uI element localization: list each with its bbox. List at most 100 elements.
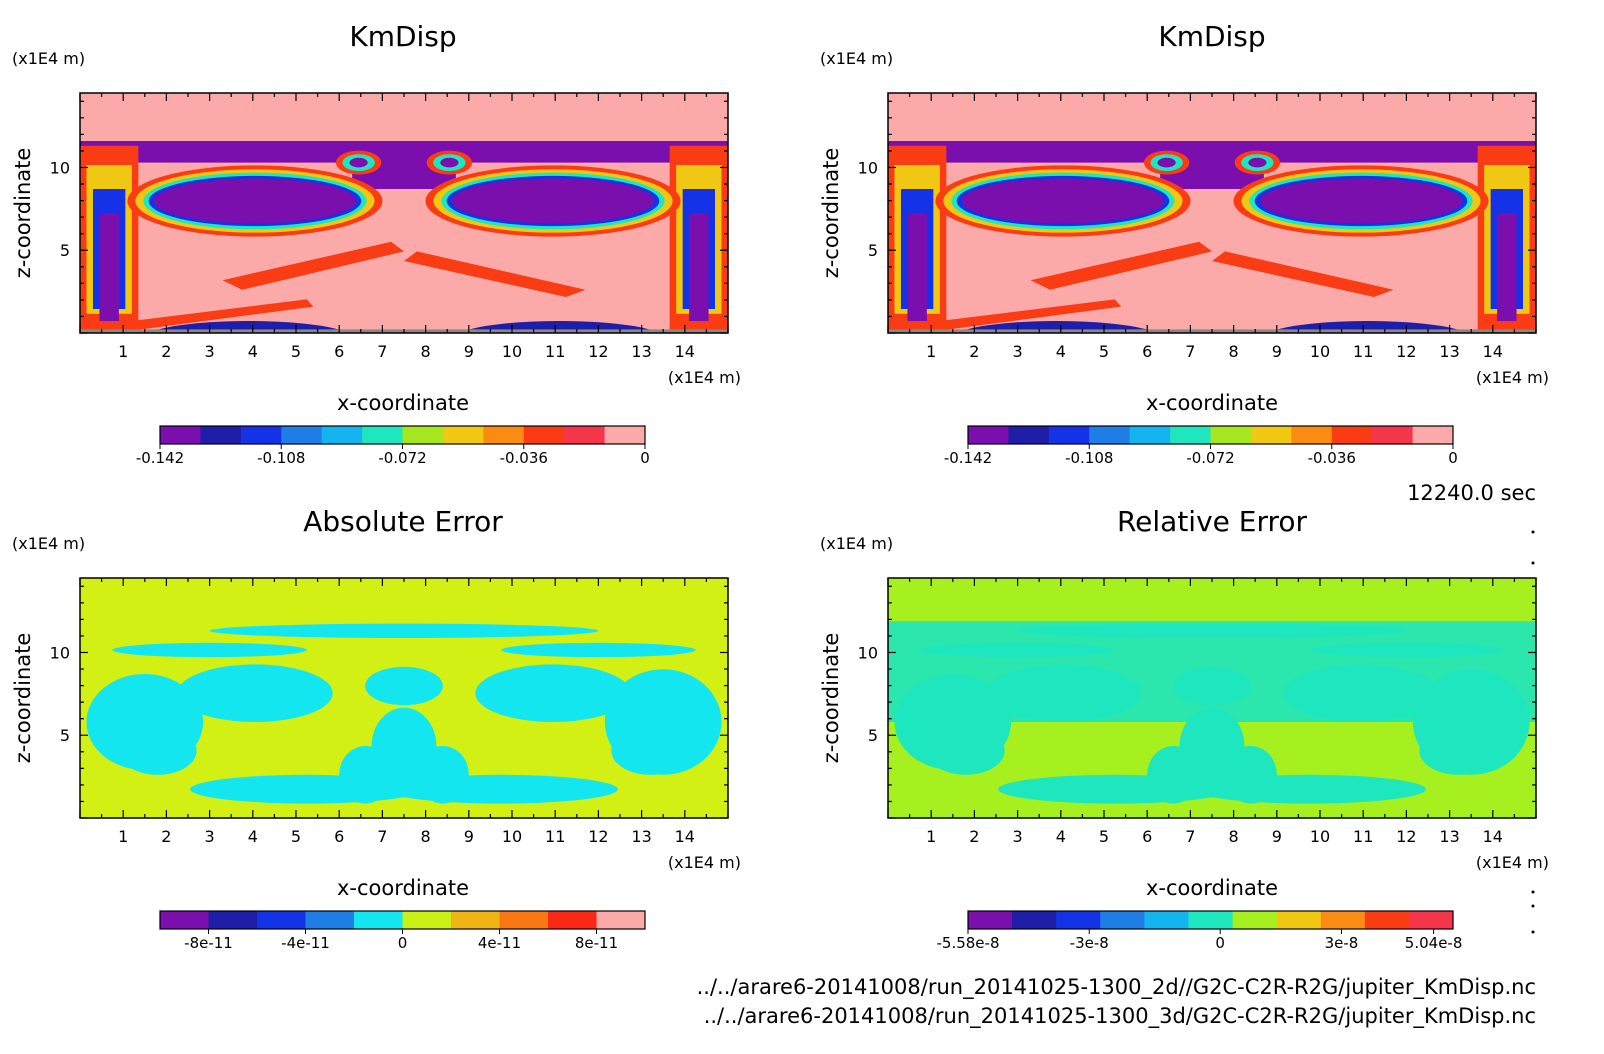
field-wall [689, 213, 709, 321]
x-tick-label: 14 [1483, 827, 1503, 846]
x-tick-label: 3 [205, 342, 215, 361]
panel-3: Absolute Error(x1E4 m)1 2 3 4 5 6 7 8 9 10 11 12 13 1… [11, 505, 741, 952]
colorbar-segment [548, 911, 597, 929]
y-tick-label: 5 [60, 726, 70, 745]
x-tick-label: 4 [248, 342, 258, 361]
colorbar-segment [1331, 426, 1373, 444]
y-unit-label: (x1E4 m) [820, 49, 893, 68]
x-tick-label: 10 [1310, 827, 1330, 846]
y-tick-label: 5 [868, 241, 878, 260]
x-unit-label: (x1E4 m) [668, 853, 741, 872]
x-unit-label: (x1E4 m) [1476, 853, 1549, 872]
x-tick-label: 11 [545, 342, 565, 361]
x-tick-label: 11 [1353, 827, 1373, 846]
x-tick-label: 3 [1013, 827, 1023, 846]
x-tick-label: 9 [1272, 342, 1282, 361]
y-unit-label: (x1E4 m) [820, 534, 893, 553]
x-tick-label: 11 [1353, 342, 1373, 361]
colorbar-tick-label: 4e-11 [478, 934, 521, 952]
colorbar-segment [160, 911, 209, 929]
x-tick-label: 13 [631, 342, 651, 361]
colorbar-segment [1012, 911, 1057, 929]
field-streak [222, 241, 404, 290]
x-tick-label: 11 [545, 827, 565, 846]
x-tick-label: 2 [161, 342, 171, 361]
colorbar-segment [1008, 426, 1050, 444]
colorbar-segment [402, 426, 444, 444]
colorbar-frame [967, 910, 1454, 930]
field-streak [112, 299, 314, 331]
colorbar-tick-label: -0.142 [944, 449, 992, 467]
colorbar-segment [200, 426, 242, 444]
colorbar-tick-label: -3e-8 [1070, 934, 1109, 952]
file-path-2: ../../arare6-20141008/run_20141025-1300_… [704, 1004, 1536, 1029]
x-tick-label: 1 [926, 827, 936, 846]
colorbar-tick-label: -4e-11 [281, 934, 330, 952]
margin-dot [1531, 930, 1535, 934]
x-tick-label: 8 [1229, 342, 1239, 361]
field-region [177, 664, 333, 722]
time-label: 12240.0 sec [1407, 481, 1536, 505]
field-streak [1212, 251, 1394, 297]
colorbar-segment [1188, 911, 1234, 929]
x-tick-label: 6 [1142, 827, 1152, 846]
x-tick-label: 7 [377, 342, 387, 361]
field-ring [349, 157, 368, 168]
colorbar-segment [1129, 426, 1171, 444]
x-tick-label: 9 [464, 342, 474, 361]
colorbar-segment [1364, 911, 1410, 929]
colorbar-tick-label: 0 [398, 934, 408, 952]
colorbar-tick-label: 0 [1215, 934, 1225, 952]
colorbar-segment [1170, 426, 1211, 444]
colorbar-segment [281, 426, 323, 444]
colorbar-segment [564, 426, 606, 444]
colorbar-segment [1144, 911, 1189, 929]
x-tick-label: 1 [118, 342, 128, 361]
y-tick-label: 10 [50, 158, 70, 177]
colorbar-segment [321, 426, 363, 444]
colorbar-segment [208, 911, 258, 929]
colorbar-segment [1276, 911, 1322, 929]
field-region [118, 726, 197, 775]
colorbar-segment [442, 426, 484, 444]
x-tick-label: 2 [969, 827, 979, 846]
y-tick-label: 5 [60, 241, 70, 260]
colorbar-tick-label: -8e-11 [184, 934, 233, 952]
panel-title: KmDisp [1158, 20, 1265, 53]
colorbar-segment [1232, 911, 1278, 929]
x-tick-label: 1 [926, 342, 936, 361]
x-tick-label: 10 [502, 827, 522, 846]
x-tick-label: 5 [1099, 827, 1109, 846]
x-tick-label: 12 [588, 827, 608, 846]
colorbar-segment [1372, 426, 1414, 444]
x-tick-label: 3 [1013, 342, 1023, 361]
colorbar-segment [968, 426, 1009, 444]
colorbar-segment [499, 911, 549, 929]
panel-1: KmDisp(x1E4 m)1 2 3 4 5 6 7 8 9 10 11 12 13 14510(x1E… [11, 20, 741, 467]
colorbar-segment [968, 911, 1013, 929]
field-region [365, 666, 443, 706]
colorbar-segment [160, 426, 201, 444]
x-tick-label: 12 [1396, 827, 1416, 846]
margin-dot [1531, 561, 1535, 565]
plot-field [80, 93, 728, 333]
x-tick-label: 5 [1099, 342, 1109, 361]
y-axis-label: z-coordinate [11, 633, 35, 764]
field-region [926, 726, 1005, 775]
y-tick-label: 5 [868, 726, 878, 745]
field-wall [1497, 213, 1517, 321]
x-axis-label: x-coordinate [337, 876, 469, 900]
colorbar-segment [1056, 911, 1101, 929]
x-tick-label: 14 [675, 342, 695, 361]
x-tick-label: 6 [334, 342, 344, 361]
colorbar-segment [362, 426, 403, 444]
x-axis-label: x-coordinate [337, 391, 469, 415]
field-region [416, 746, 469, 804]
colorbar-segment [604, 426, 646, 444]
x-tick-label: 9 [1272, 827, 1282, 846]
field-ring [1157, 157, 1176, 168]
y-unit-label: (x1E4 m) [12, 534, 85, 553]
colorbar-segment [305, 911, 355, 929]
colorbar-tick-label: -0.072 [378, 449, 426, 467]
margin-dot [1531, 904, 1535, 908]
